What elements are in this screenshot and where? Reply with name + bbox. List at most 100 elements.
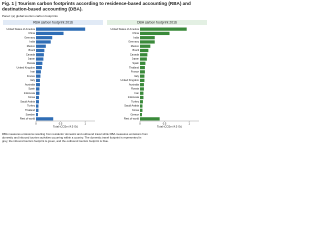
bar <box>36 48 45 53</box>
category-label: Australia <box>129 82 140 86</box>
category-label: Turkey <box>131 99 140 103</box>
category-label: United Kingdom <box>17 65 35 69</box>
category-label: Mexico <box>131 44 140 48</box>
bar <box>36 104 39 108</box>
title-line: Fig. 1 | Tourism carbon footprints accor… <box>2 1 192 6</box>
x-tick-label: 1 <box>188 121 190 125</box>
bar <box>140 112 142 117</box>
category-label: Spain <box>28 87 35 91</box>
category-label: Saudi Arabia <box>124 104 139 108</box>
title-line: destination-based accounting (DBA). <box>2 7 83 12</box>
bar <box>36 31 64 36</box>
category-label: Thailand <box>25 108 36 112</box>
category-label: France <box>27 74 36 78</box>
bar <box>36 61 43 65</box>
category-label: Russia <box>27 61 35 65</box>
bar <box>140 70 145 74</box>
bar <box>140 74 145 78</box>
category-label: United Kingdom <box>121 78 139 82</box>
category-label: Canada <box>130 52 140 56</box>
x-tick-label: 0 <box>139 121 141 125</box>
category-label: Brazil <box>29 48 36 52</box>
category-label: Korea <box>132 108 139 112</box>
chart-title: RBA carbon footprint 2016 <box>33 20 73 24</box>
x-axis-label: Total tCO2e (4.5 Gt) <box>53 125 78 129</box>
bar <box>140 40 155 44</box>
category-label: Germany <box>128 40 139 44</box>
bar <box>140 27 187 31</box>
category-label: France <box>131 70 140 74</box>
category-label: United States of America <box>110 27 139 31</box>
bar <box>140 48 149 53</box>
caption: RBA measures emissions resulting from re… <box>2 132 149 143</box>
category-label: Russia <box>131 87 139 91</box>
category-label: Korea <box>28 95 35 99</box>
category-label: China <box>132 31 139 35</box>
category-label: Iran <box>31 70 36 74</box>
category-label: Brazil <box>133 48 140 52</box>
x-tick-label: 0.5 <box>59 121 63 125</box>
bar <box>36 100 39 104</box>
category-label: Italy <box>134 74 139 78</box>
bar <box>140 57 147 61</box>
chart-title: DBA carbon footprint 2016 <box>137 20 177 24</box>
caption-line: grey, the inbound tourism footprint is g… <box>2 139 109 143</box>
x-tick-label: 0 <box>35 121 37 125</box>
category-label: Spain <box>132 61 139 65</box>
chart-header <box>3 20 103 25</box>
category-label: Mexico <box>27 44 36 48</box>
category-label: Japan <box>28 57 36 61</box>
category-label: Rest of world <box>20 117 36 121</box>
bar <box>140 44 151 48</box>
category-label: India <box>29 40 35 44</box>
bar <box>36 36 53 40</box>
bar <box>36 112 38 117</box>
bar <box>36 70 41 74</box>
figure-title: Fig. 1 | Tourism carbon footprints accor… <box>2 1 192 12</box>
bar <box>140 65 145 70</box>
bar <box>140 87 144 91</box>
category-label: India <box>133 35 139 39</box>
x-tick-label: 1 <box>84 121 86 125</box>
bar <box>36 44 46 48</box>
bar <box>140 100 143 104</box>
bar <box>140 91 144 95</box>
category-label: China <box>28 31 35 35</box>
category-label: Germany <box>24 35 35 39</box>
category-label: Greece <box>130 112 139 116</box>
bar <box>36 91 40 95</box>
bar <box>36 95 39 100</box>
bar <box>36 53 44 57</box>
caption-line: domestic and inbound tourism activities … <box>2 135 142 139</box>
source: Panel: (a) global tourism carbon footpri… <box>2 14 58 18</box>
bar <box>36 57 44 61</box>
category-label: Italy <box>30 78 35 82</box>
bar <box>140 36 155 40</box>
bar <box>140 117 160 121</box>
x-axis-label: Total tCO2e (4.5 Gt) <box>157 125 182 129</box>
bar <box>140 95 144 100</box>
bar <box>36 108 39 112</box>
chart-header <box>107 20 207 25</box>
bar <box>140 61 146 65</box>
category-label: Iran <box>135 91 140 95</box>
bar <box>36 117 54 121</box>
category-label: Australia <box>25 82 36 86</box>
caption-line: RBA measures emissions resulting from re… <box>2 132 149 136</box>
category-label: Sweden <box>26 112 36 116</box>
category-label: Rest of world <box>124 117 140 121</box>
category-label: Indonesia <box>24 91 36 95</box>
x-tick-label: 0.5 <box>163 121 167 125</box>
category-label: United States of America <box>6 27 35 31</box>
bar <box>36 65 42 70</box>
bar <box>140 104 143 108</box>
bar <box>36 40 51 44</box>
bar <box>140 108 143 112</box>
figure: Fig. 1 | Tourism carbon footprints accor… <box>2 1 207 143</box>
bar <box>36 78 40 83</box>
category-label: Saudi Arabia <box>20 99 35 103</box>
bar <box>140 53 148 57</box>
bar <box>36 83 40 87</box>
category-label: Turkey <box>27 104 36 108</box>
bar <box>140 83 144 87</box>
